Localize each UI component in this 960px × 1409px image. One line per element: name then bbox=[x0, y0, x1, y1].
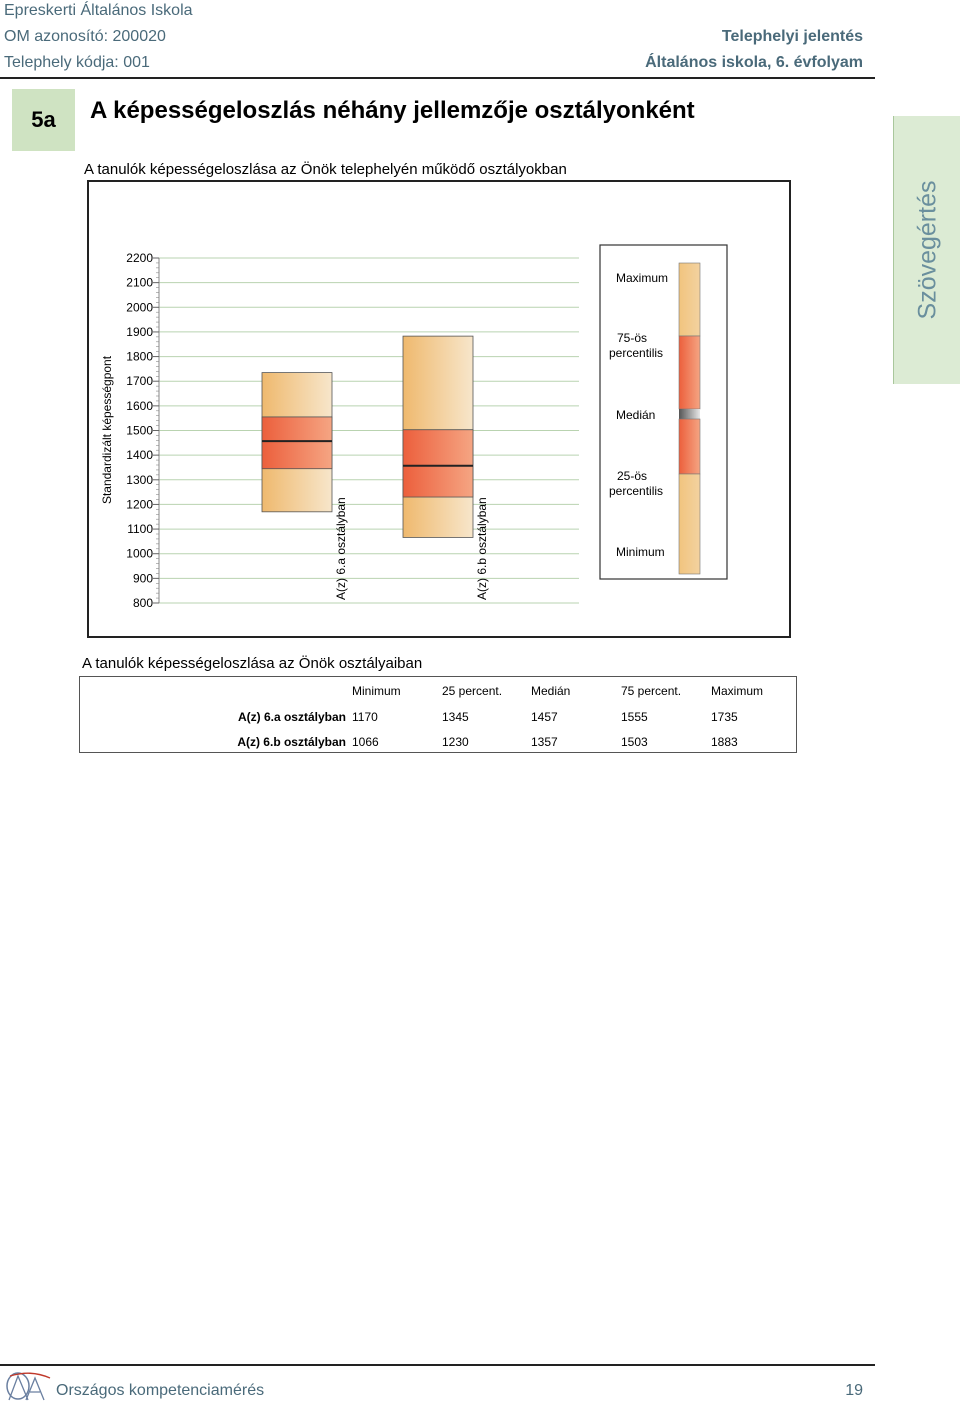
table-cell: 1357 bbox=[531, 735, 558, 749]
y-tick-label: 2100 bbox=[126, 276, 153, 290]
column-header: Minimum bbox=[352, 684, 401, 698]
page-number: 19 bbox=[845, 1382, 863, 1399]
subject-tab[interactable]: Szövegértés bbox=[893, 116, 960, 384]
legend-q1: 25-ös percentilis bbox=[609, 469, 663, 498]
legend-maximum: Maximum bbox=[616, 271, 668, 285]
x-category-label: A(z) 6.b osztályban bbox=[475, 497, 489, 600]
boxes bbox=[261, 335, 474, 538]
section-number: 5a bbox=[12, 89, 75, 151]
box-iqr bbox=[402, 429, 474, 498]
y-tick-label: 1300 bbox=[126, 473, 153, 487]
legend-upper-whisker bbox=[678, 262, 701, 337]
x-labels: A(z) 6.a osztályban A(z) 6.b osztályban bbox=[334, 497, 489, 600]
table-cell: 1735 bbox=[711, 710, 738, 724]
legend-frame bbox=[599, 244, 728, 580]
table-cell: 1457 bbox=[531, 710, 558, 724]
subject-tab-label: Szövegértés bbox=[913, 180, 941, 320]
x-category-label: A(z) 6.a osztályban bbox=[334, 497, 348, 600]
y-tick-label: 1400 bbox=[126, 448, 153, 462]
legend-minimum: Minimum bbox=[616, 545, 665, 559]
y-tick-label: 900 bbox=[133, 571, 153, 585]
column-header: 25 percent. bbox=[442, 684, 503, 698]
table-caption: A tanulók képességeloszlása az Önök oszt… bbox=[82, 655, 423, 672]
column-header: 75 percent. bbox=[621, 684, 682, 698]
om-id: OM azonosító: 200020 bbox=[4, 28, 166, 45]
stats-table: Minimum 25 percent. Medián 75 percent. M… bbox=[79, 676, 797, 753]
grade-label: Általános iskola, 6. évfolyam bbox=[645, 54, 863, 71]
row-label: A(z) 6.b osztályban bbox=[237, 735, 346, 749]
legend-lower-whisker bbox=[678, 473, 701, 575]
y-tick-label: 1500 bbox=[126, 424, 153, 438]
chart-svg: 2200 2100 2000 1900 1800 1700 1600 1500 1400 1300… bbox=[100, 244, 728, 610]
y-tick-label: 1700 bbox=[126, 374, 153, 388]
y-axis: 2200 2100 2000 1900 1800 1700 1600 1500 1400 1300… bbox=[126, 251, 160, 610]
oktatasi-hivatal-logo bbox=[6, 1372, 51, 1401]
y-axis-label: Standardizált képességpont bbox=[100, 355, 114, 504]
school-name: Epreskerti Általános Iskola bbox=[4, 2, 193, 19]
legend: Maximum 75-ös percentilis Medián 25-ös per… bbox=[599, 244, 728, 580]
y-tick-label: 1000 bbox=[126, 547, 153, 561]
table-cell: 1503 bbox=[621, 735, 648, 749]
legend-upper-quartile bbox=[678, 335, 701, 410]
legend-q3: 75-ös percentilis bbox=[609, 331, 663, 360]
legend-lower-quartile bbox=[678, 418, 701, 475]
table-cell: 1230 bbox=[442, 735, 469, 749]
y-tick-label: 800 bbox=[133, 596, 153, 610]
footer-divider bbox=[0, 1364, 875, 1366]
y-tick-label: 2200 bbox=[126, 251, 153, 265]
chart-caption: A tanulók képességeloszlása az Önök tele… bbox=[84, 161, 567, 178]
legend-median-mark bbox=[679, 409, 700, 419]
table-cell: 1883 bbox=[711, 735, 738, 749]
table-cell: 1555 bbox=[621, 710, 648, 724]
site-code: Telephely kódja: 001 bbox=[4, 54, 150, 71]
column-header: Medián bbox=[531, 684, 571, 698]
legend-median: Medián bbox=[616, 408, 655, 422]
footer-org: Országos kompetenciamérés bbox=[56, 1382, 265, 1399]
column-header: Maximum bbox=[711, 684, 764, 698]
y-tick-label: 1600 bbox=[126, 399, 153, 413]
y-tick-label: 1100 bbox=[127, 522, 153, 536]
boxplot-chart: 2200 2100 2000 1900 1800 1700 1600 1500 1400 1300… bbox=[87, 180, 791, 638]
box-iqr bbox=[261, 416, 333, 470]
y-tick-label: 2000 bbox=[126, 300, 153, 314]
table-cell: 1345 bbox=[442, 710, 469, 724]
table-cell: 1066 bbox=[352, 735, 379, 749]
y-tick-label: 1900 bbox=[126, 325, 153, 339]
report-type: Telephelyi jelentés bbox=[721, 28, 863, 45]
y-tick-label: 1800 bbox=[126, 350, 153, 364]
table-cell: 1170 bbox=[352, 710, 378, 724]
y-tick-label: 1200 bbox=[126, 497, 153, 511]
box-upper-whisker bbox=[402, 335, 474, 431]
section-title: A képességeloszlás néhány jellemzője osz… bbox=[90, 97, 695, 124]
row-label: A(z) 6.a osztályban bbox=[237, 710, 346, 724]
grid-lines bbox=[159, 257, 579, 604]
header-divider bbox=[0, 77, 875, 79]
box-upper-whisker bbox=[261, 372, 333, 418]
